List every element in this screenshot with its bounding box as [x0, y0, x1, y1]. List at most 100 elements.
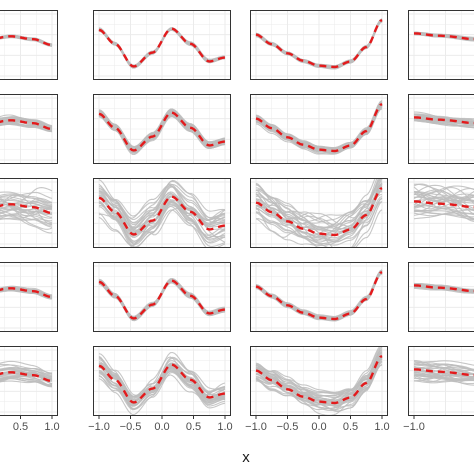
estimate-curve [0, 203, 53, 219]
panel-border [250, 346, 388, 416]
panel-r3-c4 [408, 178, 474, 248]
estimate-curve [413, 31, 474, 41]
panel-r5-c4 [408, 346, 474, 416]
estimate-curve [0, 36, 53, 47]
estimate-curve [255, 102, 383, 153]
estimate-curve [0, 187, 53, 205]
estimate-curve [0, 373, 53, 387]
estimate-curve [0, 217, 52, 225]
estimate-curve [413, 199, 474, 210]
panel-r5-c1 [0, 346, 58, 416]
true-function-curve [255, 19, 383, 69]
panel-r1-c4 [408, 10, 474, 80]
estimate-curve [0, 202, 53, 226]
estimate-curve [255, 354, 383, 404]
estimate-curve [255, 196, 383, 246]
estimate-curve [0, 117, 53, 127]
estimate-curve [0, 191, 53, 207]
estimate-curve [413, 360, 474, 366]
estimate-curve [255, 348, 383, 398]
estimate-curve [414, 204, 474, 211]
true-function-curve [255, 271, 383, 321]
estimate-curve [0, 288, 53, 299]
panel-border [408, 10, 474, 80]
true-function-curve [98, 27, 226, 68]
panel-r2-c2 [93, 94, 231, 164]
estimate-curve [413, 282, 474, 292]
estimate-curve [413, 186, 474, 209]
estimate-curve [255, 346, 383, 406]
estimate-curve [255, 354, 383, 394]
panel-border [0, 346, 58, 416]
estimate-curve [0, 380, 53, 386]
estimate-curve [413, 212, 474, 217]
panel-border [250, 178, 388, 248]
estimate-curve [98, 191, 226, 224]
estimate-curve [0, 34, 53, 46]
estimate-curve [0, 288, 53, 300]
estimate-curve [0, 377, 52, 386]
estimate-curve [0, 207, 52, 215]
estimate-curve [0, 209, 53, 234]
estimate-curve [98, 367, 226, 411]
estimate-curve [413, 194, 474, 212]
estimate-curve [413, 119, 474, 127]
panel-border [408, 178, 474, 248]
estimate-curve [0, 201, 53, 211]
true-function-curve [255, 103, 383, 153]
panel-r5-c2 [93, 346, 231, 416]
estimate-curve [413, 195, 474, 202]
estimate-curve [0, 204, 53, 214]
panel-border [250, 94, 388, 164]
estimate-curve [413, 366, 474, 383]
x-tick-label: −1.0 [403, 421, 425, 433]
estimate-curve [255, 358, 383, 407]
estimate-curve [413, 118, 474, 124]
panel-r5-c3 [250, 346, 388, 416]
panel-r1-c3 [250, 10, 388, 80]
estimate-curve [413, 285, 474, 293]
true-function-curve [98, 279, 226, 320]
estimate-curve [0, 120, 53, 133]
estimate-curve [0, 287, 53, 299]
x-tick-label: 0.0 [154, 421, 169, 433]
estimate-curve [0, 368, 53, 378]
estimate-curve [0, 215, 53, 228]
estimate-curve [256, 181, 383, 229]
panel-r3-c3 [250, 178, 388, 248]
x-tick-label: 0.5 [186, 421, 201, 433]
estimate-curve [413, 32, 474, 41]
estimate-curve [413, 196, 474, 222]
panel-border [0, 10, 58, 80]
estimate-curve [0, 119, 53, 127]
x-tick-label: 0.0 [311, 421, 326, 433]
estimate-curve [413, 183, 474, 203]
estimate-curve [0, 286, 53, 296]
estimate-curve [413, 190, 474, 221]
x-tick-label: 1.0 [44, 421, 59, 433]
estimate-curve [255, 354, 383, 398]
estimate-curve [255, 356, 383, 412]
estimate-curve [413, 371, 474, 379]
estimate-curve [98, 360, 225, 397]
estimate-curve [414, 190, 474, 201]
panel-border [0, 262, 58, 332]
panel-r4-c2 [93, 262, 231, 332]
estimate-curve [413, 362, 474, 375]
estimate-curve [0, 286, 53, 296]
x-tick-label: 0.5 [13, 421, 28, 433]
estimate-curve [255, 183, 383, 232]
estimate-curve [0, 360, 53, 376]
estimate-curve [413, 116, 474, 123]
panel-r4-c1 [0, 262, 58, 332]
estimate-curve [413, 189, 474, 211]
true-function-curve [98, 195, 226, 236]
estimate-curve [0, 371, 53, 375]
estimate-curve [0, 119, 53, 131]
panel-border [93, 262, 231, 332]
estimate-curve [98, 179, 226, 232]
estimate-curve [413, 200, 474, 214]
panel-border [0, 178, 58, 248]
estimate-curve [255, 189, 383, 242]
estimate-curve [413, 208, 474, 220]
